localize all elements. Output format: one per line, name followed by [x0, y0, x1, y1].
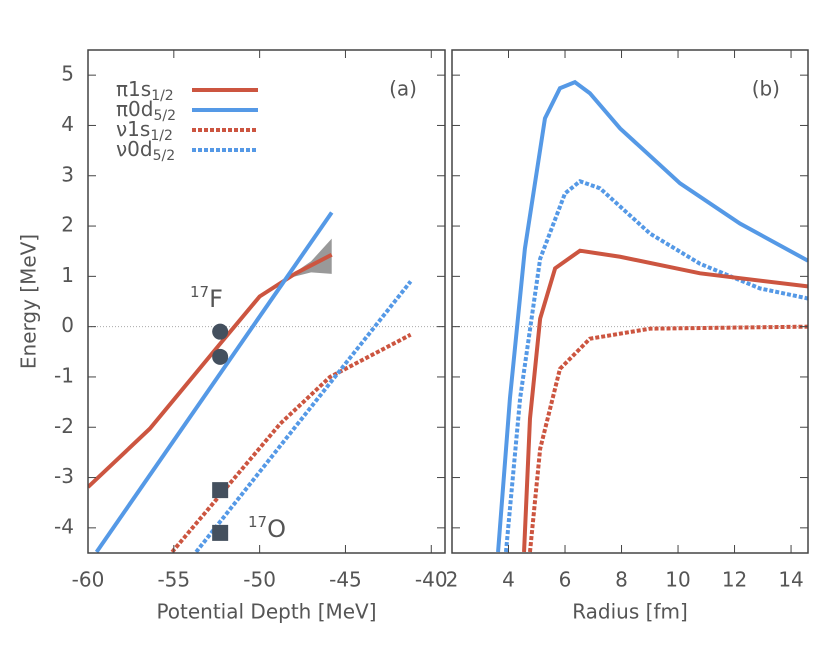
marker	[212, 348, 229, 365]
marker	[212, 524, 229, 541]
legend-label: ν0d5/2	[116, 137, 175, 165]
y-tick-label: 1	[61, 263, 74, 287]
y-axis-label: Energy [MeV]	[17, 234, 41, 369]
legend-name: ν1s	[116, 117, 150, 141]
plot-frame	[87, 49, 446, 554]
y-tick-label: -4	[54, 514, 74, 538]
series-line	[170, 332, 412, 553]
plot-frame	[451, 49, 809, 554]
x-tick-label: 2	[446, 568, 459, 592]
panel-label: (a)	[389, 77, 417, 101]
panel-label: (b)	[752, 77, 780, 101]
x-tick-label: 10	[665, 568, 690, 592]
y-tick-label: 3	[61, 162, 74, 186]
x-tick-label: -55	[157, 568, 190, 592]
legend-name: π1s	[116, 77, 151, 101]
marker	[212, 323, 229, 340]
x-tick-label: 12	[722, 568, 747, 592]
legend-subscript: 5/2	[153, 148, 176, 164]
series-line	[194, 280, 413, 553]
x-tick-label: -40	[415, 568, 448, 592]
uncertainty-band	[285, 238, 332, 279]
x-tick-label: 4	[502, 568, 515, 592]
y-tick-label: 4	[61, 112, 74, 136]
series-line	[522, 248, 808, 553]
legend-name: ν0d	[116, 137, 153, 161]
legend-label: π1s1/2	[116, 77, 174, 105]
x-tick-label: -45	[329, 568, 362, 592]
x-tick-label: -50	[243, 568, 276, 592]
x-axis-label: Potential Depth [MeV]	[156, 600, 376, 624]
series-line	[527, 324, 808, 553]
legend-subscript: 1/2	[151, 88, 174, 104]
series-line	[94, 211, 334, 553]
annotation-text: F	[209, 285, 223, 313]
legend-subscript: 1/2	[150, 128, 173, 144]
annotation: 17O	[248, 513, 286, 544]
legend-label: ν1s1/2	[116, 117, 173, 145]
annotation: 17F	[190, 283, 223, 314]
y-tick-label: -2	[54, 414, 74, 438]
series-line	[88, 252, 333, 489]
annotation-superscript: 17	[190, 283, 209, 301]
y-tick-label: -3	[54, 464, 74, 488]
x-tick-label: 6	[559, 568, 572, 592]
y-tick-label: 0	[61, 313, 74, 337]
x-tick-label: 8	[615, 568, 628, 592]
y-tick-label: 5	[61, 62, 74, 86]
marker	[212, 482, 229, 499]
legend-label: π0d5/2	[116, 97, 176, 125]
annotation-text: O	[267, 515, 286, 543]
legend-subscript: 5/2	[153, 108, 176, 124]
annotation-superscript: 17	[248, 513, 267, 531]
legend-name: π0d	[116, 97, 153, 121]
x-tick-label: 14	[778, 568, 803, 592]
x-tick-label: -60	[72, 568, 105, 592]
x-axis-label: Radius [fm]	[572, 600, 688, 624]
y-tick-label: -1	[54, 363, 74, 387]
series-line	[496, 79, 808, 553]
y-tick-label: 2	[61, 213, 74, 237]
